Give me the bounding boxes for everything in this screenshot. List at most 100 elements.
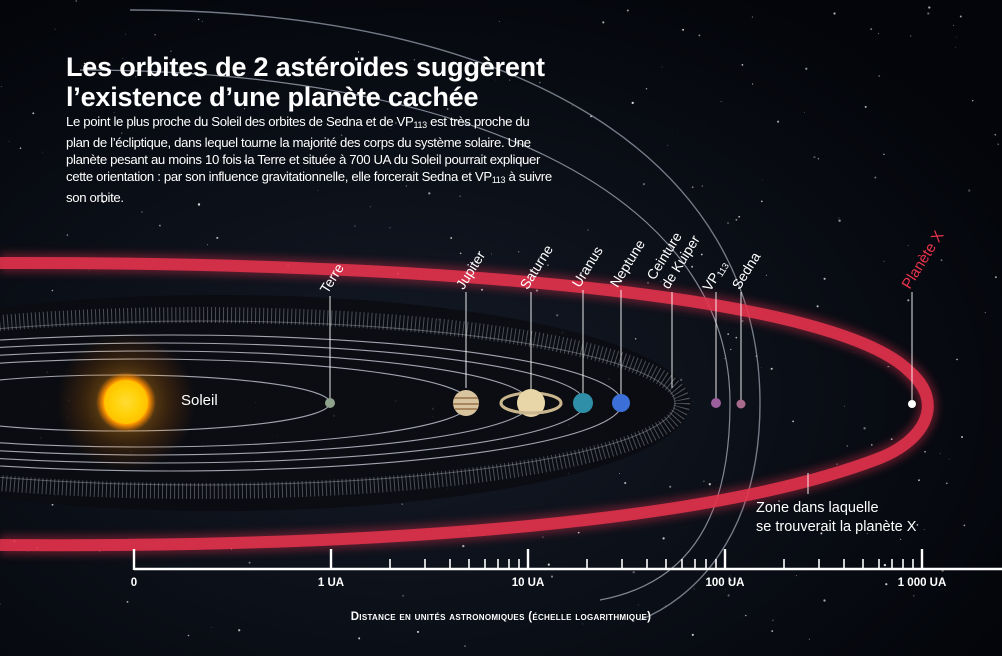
star — [907, 299, 910, 302]
star — [916, 524, 919, 526]
star — [413, 59, 415, 61]
star — [913, 595, 915, 597]
star — [187, 634, 190, 637]
star — [634, 337, 637, 340]
star — [645, 88, 648, 90]
star — [667, 144, 669, 146]
star — [741, 64, 744, 66]
star — [358, 637, 361, 640]
star — [735, 218, 738, 221]
star — [961, 436, 963, 438]
star — [870, 28, 873, 31]
star — [939, 453, 941, 454]
star — [547, 563, 550, 566]
star — [395, 122, 397, 124]
sedna — [736, 399, 746, 409]
star — [637, 604, 639, 606]
star — [661, 66, 663, 68]
sedna-orbit — [129, 9, 761, 621]
star — [883, 153, 885, 155]
star — [927, 12, 930, 15]
star — [803, 111, 805, 113]
star — [244, 160, 246, 162]
star — [751, 16, 753, 18]
star — [698, 34, 701, 37]
star — [844, 405, 845, 407]
star — [770, 367, 773, 370]
star — [729, 579, 732, 582]
star — [956, 36, 958, 38]
star — [556, 314, 559, 317]
star — [708, 483, 711, 486]
star — [197, 158, 200, 160]
tick-label-0: 0 — [130, 577, 138, 589]
star — [726, 222, 730, 225]
star — [354, 225, 356, 227]
star — [647, 282, 649, 284]
star — [154, 34, 156, 36]
star — [918, 479, 920, 482]
star — [838, 217, 840, 219]
star — [266, 145, 268, 147]
star — [126, 600, 129, 603]
star — [691, 633, 694, 637]
star — [997, 143, 1000, 146]
star — [538, 81, 541, 84]
star — [693, 588, 695, 590]
star — [619, 472, 621, 474]
star — [211, 627, 213, 628]
star — [883, 563, 887, 567]
star — [446, 108, 449, 110]
star — [823, 599, 826, 602]
star — [760, 200, 763, 203]
star — [587, 229, 589, 231]
star — [984, 312, 986, 314]
star — [863, 427, 866, 430]
star — [677, 131, 678, 133]
star — [197, 203, 201, 206]
star — [317, 189, 319, 191]
star — [994, 276, 997, 279]
star — [122, 58, 123, 59]
star — [642, 182, 646, 186]
star — [605, 619, 607, 621]
star — [907, 244, 909, 247]
star — [738, 215, 741, 218]
star — [8, 141, 10, 142]
zone-label: Zone dans laquelle se trouverait la plan… — [756, 500, 917, 535]
neptune — [612, 394, 630, 412]
star — [778, 500, 780, 502]
star — [357, 51, 360, 53]
star — [928, 6, 931, 9]
star — [946, 482, 948, 485]
ecliptic-band — [0, 295, 690, 511]
star — [959, 15, 962, 18]
tick-label-1000ua: 1 000 UA — [897, 577, 947, 589]
star — [170, 50, 172, 52]
uranus — [573, 393, 593, 413]
star — [582, 623, 584, 625]
distance-axis-minor-ticks — [389, 559, 914, 569]
star — [75, 0, 78, 2]
star — [577, 531, 580, 534]
star — [83, 62, 86, 65]
star — [84, 199, 87, 202]
star — [121, 132, 123, 134]
star — [135, 76, 137, 78]
star — [771, 630, 774, 633]
star — [495, 79, 496, 81]
star — [631, 101, 634, 105]
star — [42, 151, 44, 153]
star — [866, 533, 868, 535]
star — [833, 12, 836, 15]
star — [703, 480, 705, 483]
star — [669, 485, 672, 488]
star — [838, 219, 841, 222]
star — [727, 594, 730, 597]
star — [900, 538, 902, 540]
star — [808, 638, 810, 640]
star — [700, 253, 703, 256]
star — [660, 281, 662, 282]
tick-label-10ua: 10 UA — [511, 577, 545, 589]
star — [248, 561, 251, 564]
